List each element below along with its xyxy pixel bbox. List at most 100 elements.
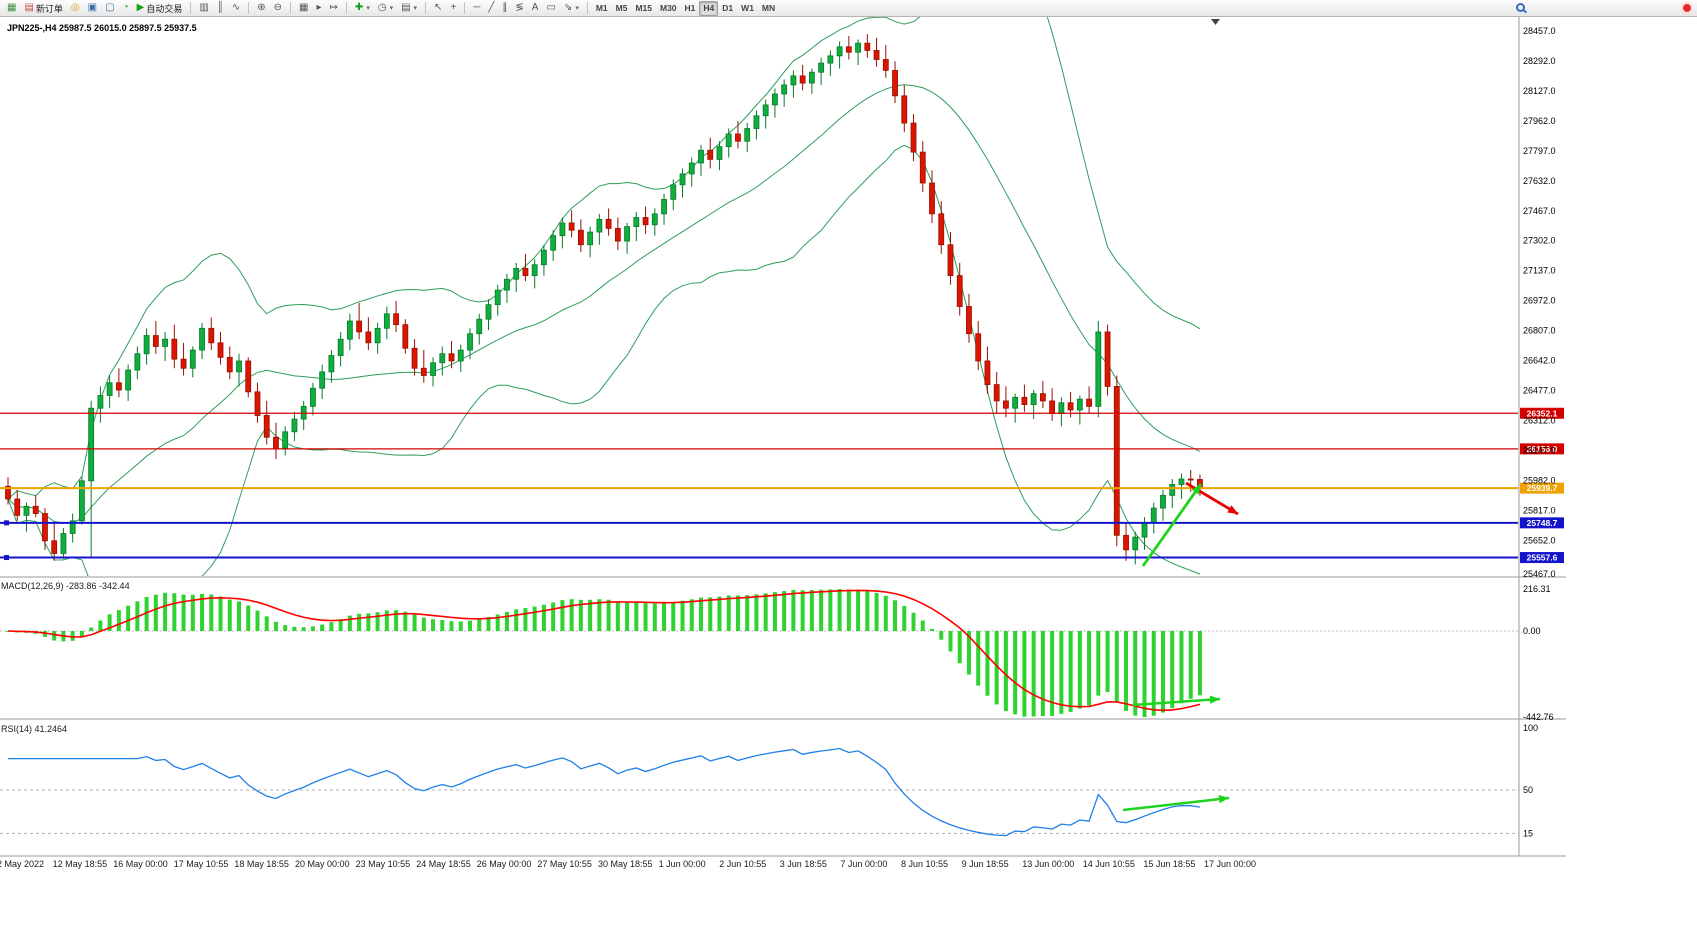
candle-body	[236, 360, 242, 373]
macd-histogram-bar	[1142, 631, 1147, 717]
green-macd-arrow-head[interactable]	[1209, 695, 1220, 704]
auto-scroll-button[interactable]: ▸	[313, 1, 326, 16]
macd-histogram-bar	[126, 605, 131, 631]
macd-histogram-bar	[310, 626, 315, 631]
macd-histogram-bar	[172, 593, 177, 631]
channel-button[interactable]: ∥	[498, 1, 511, 16]
navigator-button[interactable]: ◎	[67, 1, 84, 16]
trendline-button[interactable]: ╱	[484, 1, 498, 16]
new-order-button[interactable]: ▤ 新订单	[20, 1, 66, 16]
green-up-arrow[interactable]	[1141, 483, 1203, 567]
macd-histogram-bar	[911, 612, 916, 631]
green-rsi-arrow[interactable]	[1122, 796, 1230, 812]
timeframe-m5[interactable]: M5	[612, 1, 632, 16]
macd-histogram-bar	[486, 616, 491, 631]
notification-badge[interactable]	[1681, 2, 1693, 14]
time-axis-label: 24 May 18:55	[416, 859, 471, 869]
candle-body	[513, 267, 520, 280]
price-axis-label: 27632.0	[1523, 176, 1556, 186]
templates-button[interactable]: ▤ ▾	[397, 1, 421, 16]
terminal-button[interactable]: ▢	[101, 1, 118, 16]
line-handle[interactable]	[4, 520, 9, 526]
text-button[interactable]: A	[528, 1, 543, 16]
rsi-axis-label: 50	[1523, 785, 1533, 795]
green-up-arrow-head[interactable]	[1191, 484, 1201, 495]
candle-body	[504, 278, 510, 291]
candle-body	[1123, 534, 1129, 551]
arrows-icon: ⇘	[563, 2, 573, 13]
crosshair-button[interactable]: +	[446, 1, 460, 16]
timeframe-m30[interactable]: M30	[656, 1, 681, 16]
zoom-in-button[interactable]: ⊕	[253, 1, 269, 16]
macd-histogram-bar	[477, 619, 482, 631]
candle-body	[328, 355, 335, 373]
label-button[interactable]: ▭	[542, 1, 559, 16]
macd-histogram-bar	[283, 625, 288, 631]
autotrading-button[interactable]: ▶ 自动交易	[133, 1, 187, 16]
periods-button[interactable]: ◷ ▾	[374, 1, 397, 16]
macd-histogram-bar	[264, 616, 269, 631]
candle-body	[845, 46, 852, 53]
chart-shift-button[interactable]: ↦	[326, 1, 342, 16]
timeframe-h4[interactable]: H4	[699, 0, 719, 16]
line-handle[interactable]	[4, 555, 9, 561]
macd-histogram-bar	[79, 631, 84, 637]
macd-histogram-bar	[449, 621, 454, 631]
timeframe-h1[interactable]: H1	[681, 1, 700, 16]
line-chart-button[interactable]: ∿	[228, 1, 244, 16]
macd-histogram-bar	[1087, 631, 1092, 706]
macd-histogram-bar	[412, 614, 417, 631]
macd-histogram-bar	[708, 597, 713, 631]
arrows-button[interactable]: ⇘ ▾	[560, 1, 583, 16]
macd-histogram-bar	[273, 621, 278, 631]
macd-histogram-bar	[107, 614, 112, 631]
price-axis-label: 26477.0	[1523, 386, 1556, 396]
tile-windows-button[interactable]: ▦	[295, 1, 312, 16]
text-icon: A	[531, 2, 539, 13]
candle-body	[393, 313, 399, 326]
candle-body	[1178, 478, 1185, 485]
macd-histogram-bar	[634, 602, 639, 631]
new-chart-button[interactable]: ▦	[3, 1, 20, 16]
bar-chart-button[interactable]: ▥	[195, 1, 212, 16]
macd-histogram-bar	[985, 631, 990, 696]
macd-signal-line	[7, 589, 1201, 712]
timeframe-m15[interactable]: M15	[631, 1, 656, 16]
macd-histogram-bar	[662, 603, 667, 631]
candle-body	[882, 59, 889, 71]
search-icon[interactable]	[1516, 3, 1525, 12]
indicators-button[interactable]: ✚ ▾	[351, 1, 374, 16]
time-axis-label: 9 Jun 18:55	[962, 859, 1009, 869]
candle-body	[485, 304, 492, 320]
macd-histogram-bar	[976, 631, 981, 686]
timeframe-d1[interactable]: D1	[718, 1, 737, 16]
fibonacci-button[interactable]: ≶	[511, 1, 527, 16]
strategy-tester-button[interactable]: ◔	[119, 1, 133, 16]
horizontal-line-button[interactable]: ─	[469, 1, 484, 16]
green-rsi-arrow-head[interactable]	[1218, 794, 1229, 804]
macd-histogram-bar	[699, 597, 703, 631]
market-watch-button[interactable]: ▣	[84, 1, 101, 16]
macd-histogram-bar	[689, 599, 694, 631]
strategy-tester-icon: ◔	[122, 2, 129, 13]
candle-body	[448, 353, 455, 362]
macd-histogram-bar	[819, 589, 824, 631]
candle-body	[614, 227, 621, 242]
zoom-out-button[interactable]: ⊖	[270, 1, 286, 16]
time-axis-label: 27 May 10:55	[537, 859, 592, 869]
green-macd-arrow[interactable]	[1132, 697, 1221, 707]
horizontal-lines[interactable]	[0, 412, 1518, 561]
candle-body	[744, 128, 751, 142]
cursor-button[interactable]: ↖	[430, 1, 446, 16]
timeframe-m1[interactable]: M1	[592, 1, 612, 16]
red-down-arrow-head[interactable]	[1227, 505, 1238, 514]
chart-shift-marker[interactable]	[1211, 19, 1220, 25]
price-axis-label: 25982.0	[1523, 475, 1556, 485]
macd-histogram-bar	[846, 589, 851, 631]
candle-body	[23, 505, 30, 516]
candlestick-chart-button[interactable]: ║	[213, 1, 228, 16]
timeframe-mn[interactable]: MN	[758, 1, 779, 16]
timeframe-w1[interactable]: W1	[737, 1, 758, 16]
macd-histogram-bar	[893, 600, 898, 631]
annotation-arrows[interactable]	[1122, 481, 1239, 812]
